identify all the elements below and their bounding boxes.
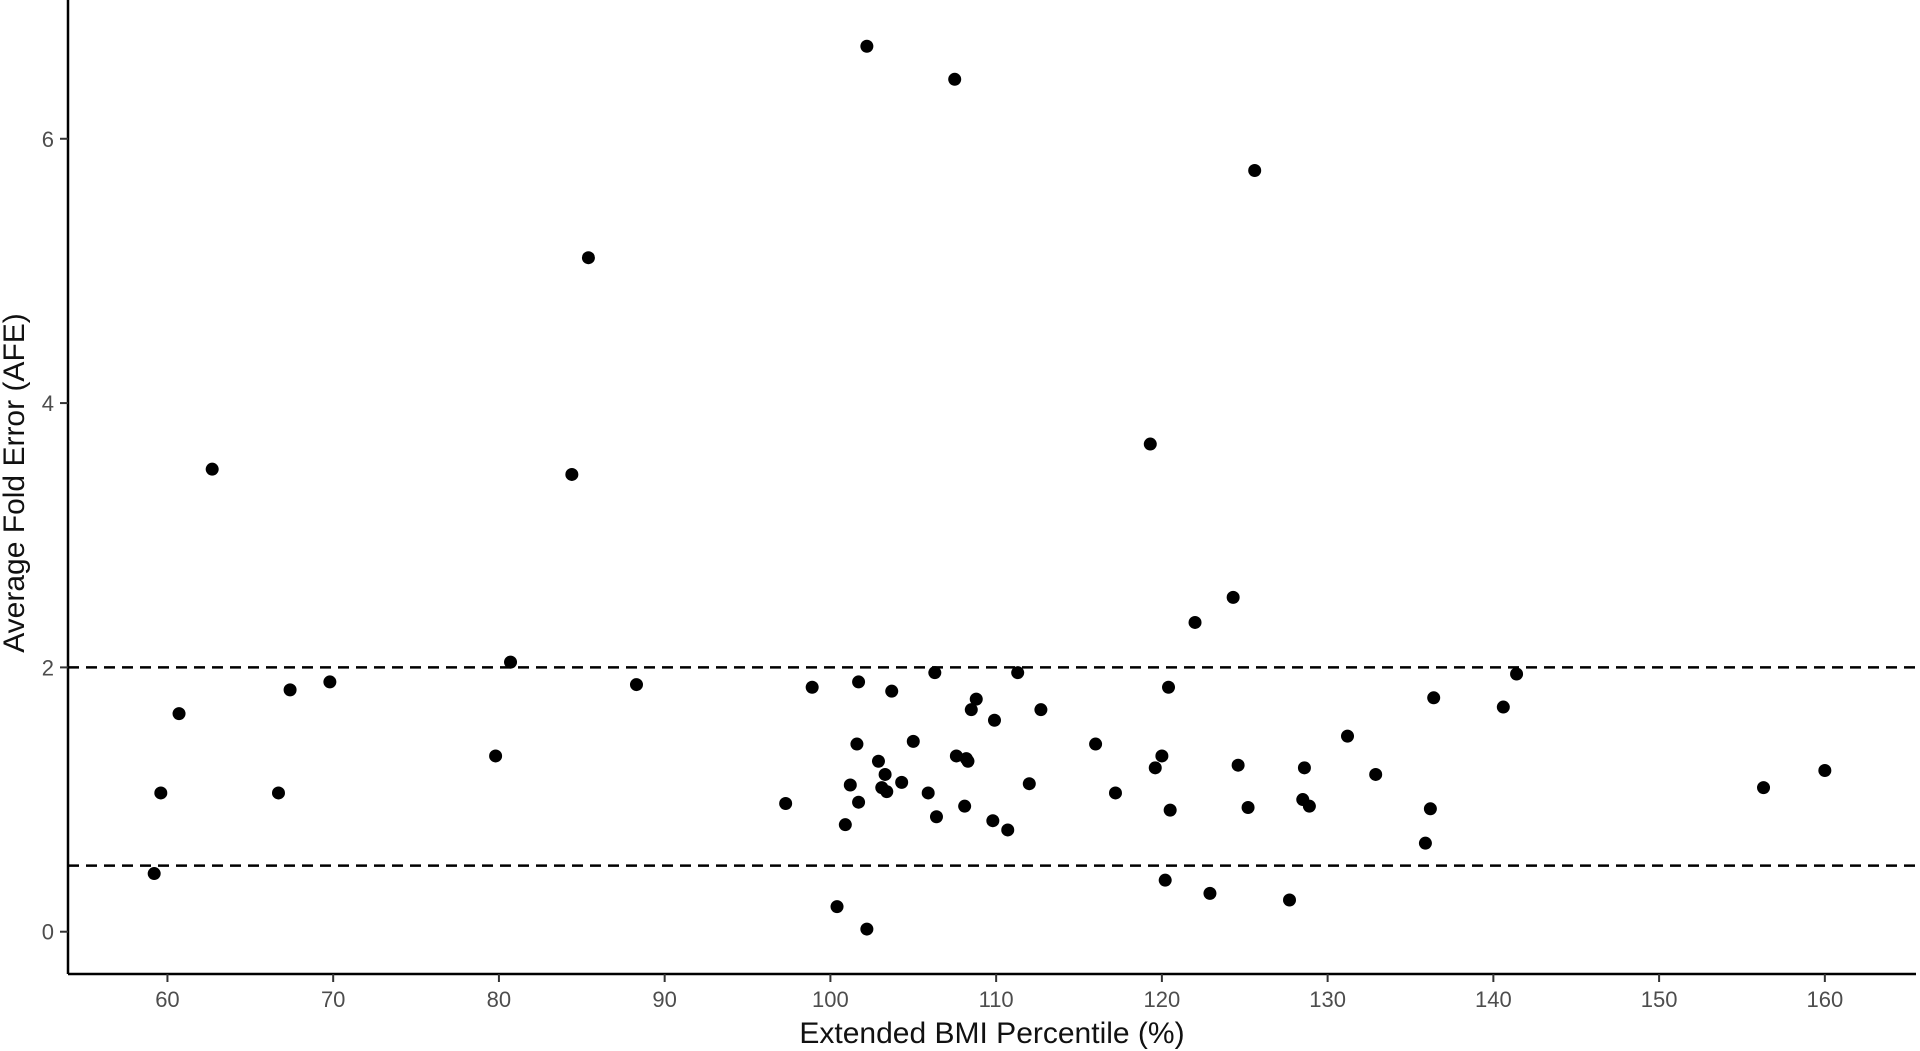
data-point (1148, 761, 1162, 775)
y-tick-label: 2 (42, 655, 54, 680)
data-point (852, 795, 866, 809)
y-tick-label: 4 (42, 391, 54, 416)
x-tick-label: 150 (1641, 987, 1678, 1012)
data-point (629, 678, 643, 692)
data-point (147, 867, 161, 881)
x-axis-title: Extended BMI Percentile (%) (799, 1017, 1184, 1050)
data-point (1158, 873, 1172, 887)
x-tick-label: 120 (1144, 987, 1181, 1012)
x-tick-label: 160 (1806, 987, 1843, 1012)
data-point (1369, 767, 1383, 781)
data-point (961, 754, 975, 768)
data-point (1231, 758, 1245, 772)
y-tick-label: 6 (42, 127, 54, 152)
data-point (1162, 680, 1176, 694)
data-point (805, 680, 819, 694)
data-point (1341, 729, 1355, 743)
data-point (986, 814, 1000, 828)
data-point (1143, 437, 1157, 451)
data-point (1001, 823, 1015, 837)
data-point (921, 786, 935, 800)
data-point (1011, 666, 1025, 680)
data-point (949, 749, 963, 763)
y-axis-ticks: 0 2 4 6 (42, 127, 68, 945)
data-point (928, 666, 942, 680)
data-point (1283, 893, 1297, 907)
data-point (843, 778, 857, 792)
data-point (830, 900, 844, 914)
data-point (1297, 761, 1311, 775)
x-tick-label: 90 (652, 987, 676, 1012)
data-point (1302, 799, 1316, 813)
x-tick-label: 60 (155, 987, 179, 1012)
data-point (880, 785, 894, 799)
data-point (969, 692, 983, 706)
data-point (1423, 802, 1437, 816)
data-point (1022, 777, 1036, 791)
data-point (1203, 886, 1217, 900)
y-axis-title: Average Fold Error (AFE) (0, 313, 31, 653)
reference-lines (68, 666, 1916, 867)
data-point (1089, 737, 1103, 751)
data-point (154, 786, 168, 800)
x-tick-label: 80 (487, 987, 511, 1012)
data-point (205, 462, 219, 476)
data-point (1226, 590, 1240, 604)
data-point (987, 713, 1001, 727)
x-tick-label: 140 (1475, 987, 1512, 1012)
data-point (1418, 836, 1432, 850)
data-point (860, 39, 874, 53)
data-point (895, 775, 909, 789)
x-tick-label: 130 (1309, 987, 1346, 1012)
data-point (964, 703, 978, 717)
x-tick-label: 110 (979, 987, 1014, 1012)
data-point (1248, 163, 1262, 177)
data-point (1155, 749, 1169, 763)
data-point (565, 467, 579, 481)
data-point (929, 810, 943, 824)
data-point (1034, 703, 1048, 717)
data-point (283, 683, 297, 697)
data-point (1241, 800, 1255, 814)
data-point (581, 251, 595, 265)
data-point (878, 767, 892, 781)
data-point (1163, 803, 1177, 817)
data-point (906, 734, 920, 748)
data-point (1818, 763, 1832, 777)
data-point (504, 655, 518, 669)
data-points (147, 39, 1832, 936)
data-point (1108, 786, 1122, 800)
data-point (1427, 691, 1441, 705)
data-point (860, 922, 874, 936)
data-point (1188, 615, 1202, 629)
x-tick-label: 70 (321, 987, 345, 1012)
data-point (948, 72, 962, 86)
data-point (852, 675, 866, 689)
data-point (838, 818, 852, 832)
data-point (779, 797, 793, 811)
y-tick-label: 0 (42, 920, 54, 945)
data-point (885, 684, 899, 698)
data-point (271, 786, 285, 800)
data-point (850, 737, 864, 751)
x-axis-ticks: 60 70 80 90 100 110 120 130 140 150 160 (155, 974, 1843, 1012)
data-point (323, 675, 337, 689)
x-tick-label: 100 (812, 987, 849, 1012)
data-point (958, 799, 972, 813)
data-point (172, 707, 186, 721)
data-point (489, 749, 503, 763)
data-point (1496, 700, 1510, 714)
data-point (871, 754, 885, 768)
data-point (1757, 781, 1771, 795)
data-point (1510, 667, 1524, 681)
